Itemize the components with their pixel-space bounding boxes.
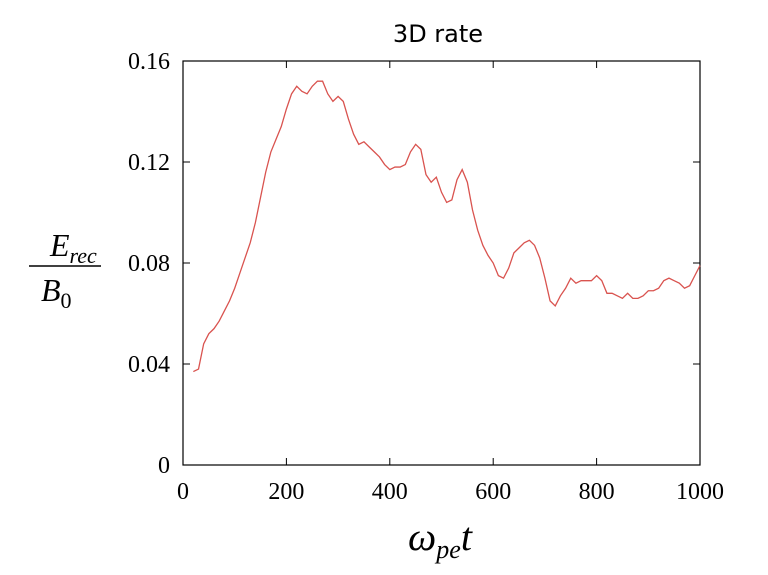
x-tick-label: 1000 xyxy=(676,479,724,505)
y-label-denominator: B0 xyxy=(41,272,72,313)
y-tick-labels: 0 0.04 0.08 0.12 0.16 xyxy=(128,49,170,479)
x-axis-label: ωpet xyxy=(408,514,473,564)
series-line xyxy=(193,80,701,373)
x-tick-label: 400 xyxy=(372,479,408,505)
y-tick-label: 0.08 xyxy=(128,251,170,277)
x-tick-label: 0 xyxy=(177,479,189,505)
x-tick-label: 800 xyxy=(579,479,615,505)
x-tick-label: 600 xyxy=(475,479,511,505)
y-tick-label: 0 xyxy=(158,453,170,479)
y-axis-label: Erec B0 xyxy=(29,227,101,313)
x-tick-labels: 0 200 400 600 800 1000 xyxy=(177,479,724,505)
axis-ticks xyxy=(182,60,701,466)
x-tick-label: 200 xyxy=(268,479,304,505)
y-tick-label: 0.16 xyxy=(128,49,170,75)
y-tick-label: 0.12 xyxy=(128,150,170,176)
y-tick-label: 0.04 xyxy=(128,352,170,378)
plot-frame xyxy=(182,60,701,466)
y-label-numerator: Erec xyxy=(49,227,97,268)
chart-title: 3D rate xyxy=(393,20,483,48)
